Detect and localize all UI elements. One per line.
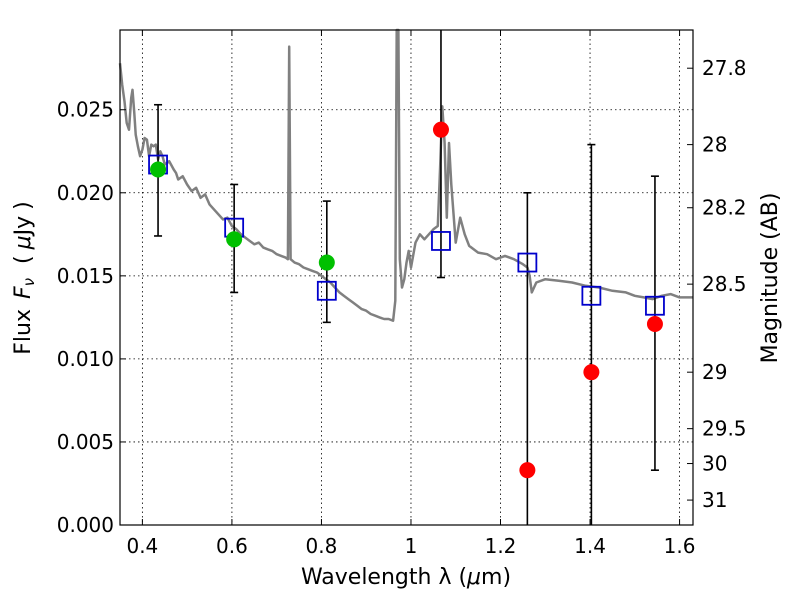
y-tick-label: 0.000 <box>57 513 114 537</box>
non-detection-point <box>432 121 449 138</box>
right-tick-label: 30 <box>702 452 727 476</box>
y-tick-label: 0.015 <box>57 264 114 288</box>
y-tick-label: 0.005 <box>57 430 114 454</box>
model-spectrum-layer <box>118 28 693 322</box>
model-spectrum-line <box>118 28 693 322</box>
y-axis-label-left: FluxFν(μJy) <box>11 201 38 354</box>
model-photometry-square <box>431 231 451 251</box>
right-tick-label: 29 <box>702 360 727 384</box>
error-bar-layer <box>154 30 659 525</box>
detection-point <box>226 231 243 248</box>
right-tick-label: 31 <box>702 488 727 512</box>
model-photometry-layer <box>148 154 665 316</box>
model-photometry-square <box>645 295 665 316</box>
right-tick-label: 27.8 <box>702 56 747 80</box>
measured-photometry-layer <box>150 121 663 479</box>
x-tick-label: 1.2 <box>485 534 517 558</box>
non-detection-point <box>583 364 600 381</box>
x-tick-label: 0.6 <box>216 534 248 558</box>
non-detection-point <box>646 316 663 333</box>
model-photometry-square <box>581 285 602 306</box>
x-tick-label: 0.8 <box>306 534 338 558</box>
y-axis-label-right: Magnitude (AB) <box>758 193 783 364</box>
x-tick-label: 1.4 <box>574 534 606 558</box>
model-photometry-square <box>517 252 538 273</box>
x-axis-label: Wavelength λ (μm) <box>301 565 511 590</box>
right-tick-label: 29.5 <box>702 417 747 441</box>
non-detection-point <box>519 462 536 479</box>
x-tick-label: 1.6 <box>664 534 696 558</box>
x-tick-label: 0.4 <box>126 534 158 558</box>
y-tick-label: 0.020 <box>57 181 114 205</box>
right-tick-label: 28.2 <box>702 196 747 220</box>
x-tick-label: 1 <box>405 534 418 558</box>
plot-frame <box>119 29 694 526</box>
model-photometry-square <box>316 280 337 301</box>
y-tick-label: 0.025 <box>57 98 114 122</box>
detection-point <box>150 161 167 178</box>
right-tick-label: 28.5 <box>702 272 747 296</box>
axis-ticks: 0.4 0.6 0.8 1 1.2 1.4 1.6 0.000 0.005 0.010 0.015 0… <box>57 30 747 558</box>
detection-point <box>318 254 335 271</box>
right-tick-label: 28 <box>702 133 727 157</box>
y-tick-label: 0.010 <box>57 347 114 371</box>
grid-lines <box>120 30 693 525</box>
